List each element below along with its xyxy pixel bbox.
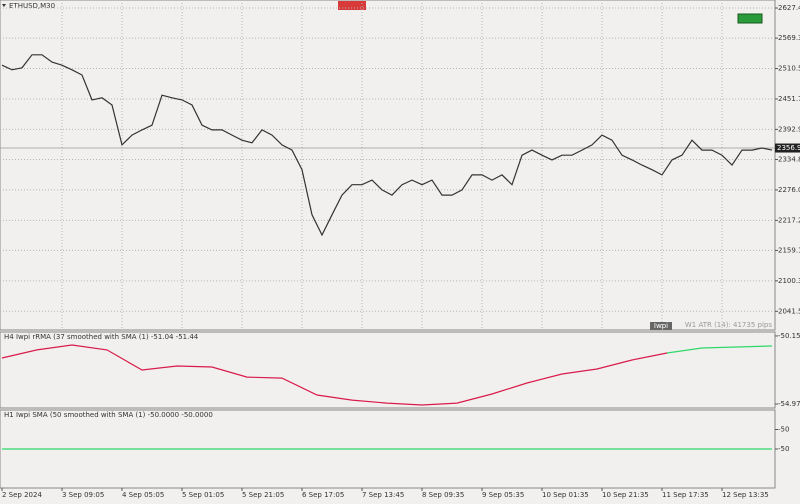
symbol-badge [338,1,366,10]
x-tick-label: 3 Sep 09:05 [62,491,104,499]
x-tick-label: 2 Sep 2024 [2,491,42,499]
y-tick-label: 2100.31 [778,277,800,285]
x-tick-label: 7 Sep 13:45 [362,491,404,499]
indicator-panel [0,331,776,409]
indicator-label: Iwpi [654,322,668,330]
main-panel [0,0,776,331]
y-tick-label: 2276.01 [778,186,800,194]
series-line [1,54,773,237]
indicator-title: H4 Iwpi rRMA (37 smoothed with SMA (1) -… [4,333,199,341]
y-tick-label: 2627.41 [778,4,800,12]
y-tick-label: 2569.31 [778,34,800,42]
price-tag-label: 2356.95 [777,144,800,152]
menu-arrow[interactable] [2,4,6,7]
x-tick-label: 4 Sep 05:05 [122,491,164,499]
y-tick-label: 2217.21 [778,216,800,224]
y-tick-label: -50 [778,445,789,453]
indicator-badge [650,322,672,330]
y-tick-label: 2451.71 [778,95,800,103]
x-tick-label: 8 Sep 09:35 [422,491,464,499]
series-line [666,345,773,354]
time-badge [737,13,763,24]
x-tick-label: 9 Sep 05:35 [482,491,524,499]
y-tick-label: 2334.81 [778,155,800,163]
x-tick-label: 5 Sep 01:05 [182,491,224,499]
x-tick-label: 12 Sep 13:35 [722,491,769,499]
y-tick-label: 2041.51 [778,307,800,315]
y-tick-label: -50 [778,426,789,434]
indicator-title: H1 Iwpi SMA (50 smoothed with SMA (1) -5… [4,411,213,419]
atr-annotation: W1 ATR (14): 41735 pips [685,321,772,329]
chart-title: ETHUSD,M30 [9,2,55,10]
x-tick-label: 11 Sep 17:35 [662,491,709,499]
price-tag [775,143,800,153]
y-tick-label: -54.97 [778,400,800,408]
y-tick-label: 2159.11 [778,246,800,254]
x-tick-label: 5 Sep 21:05 [242,491,284,499]
x-tick-label: 6 Sep 17:05 [302,491,344,499]
x-tick-label: 10 Sep 21:35 [602,491,649,499]
y-tick-label: -50.15 [778,332,800,340]
y-tick-label: 2392.91 [778,125,800,133]
y-tick-label: 2510.51 [778,65,800,73]
x-tick-label: 10 Sep 01:35 [542,491,589,499]
series-line [1,344,668,406]
